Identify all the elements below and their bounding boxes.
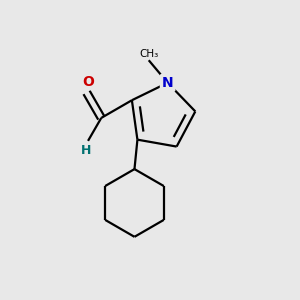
Text: CH₃: CH₃ xyxy=(139,49,158,59)
Text: O: O xyxy=(82,75,94,89)
Text: H: H xyxy=(81,144,92,157)
Text: N: N xyxy=(162,76,173,90)
